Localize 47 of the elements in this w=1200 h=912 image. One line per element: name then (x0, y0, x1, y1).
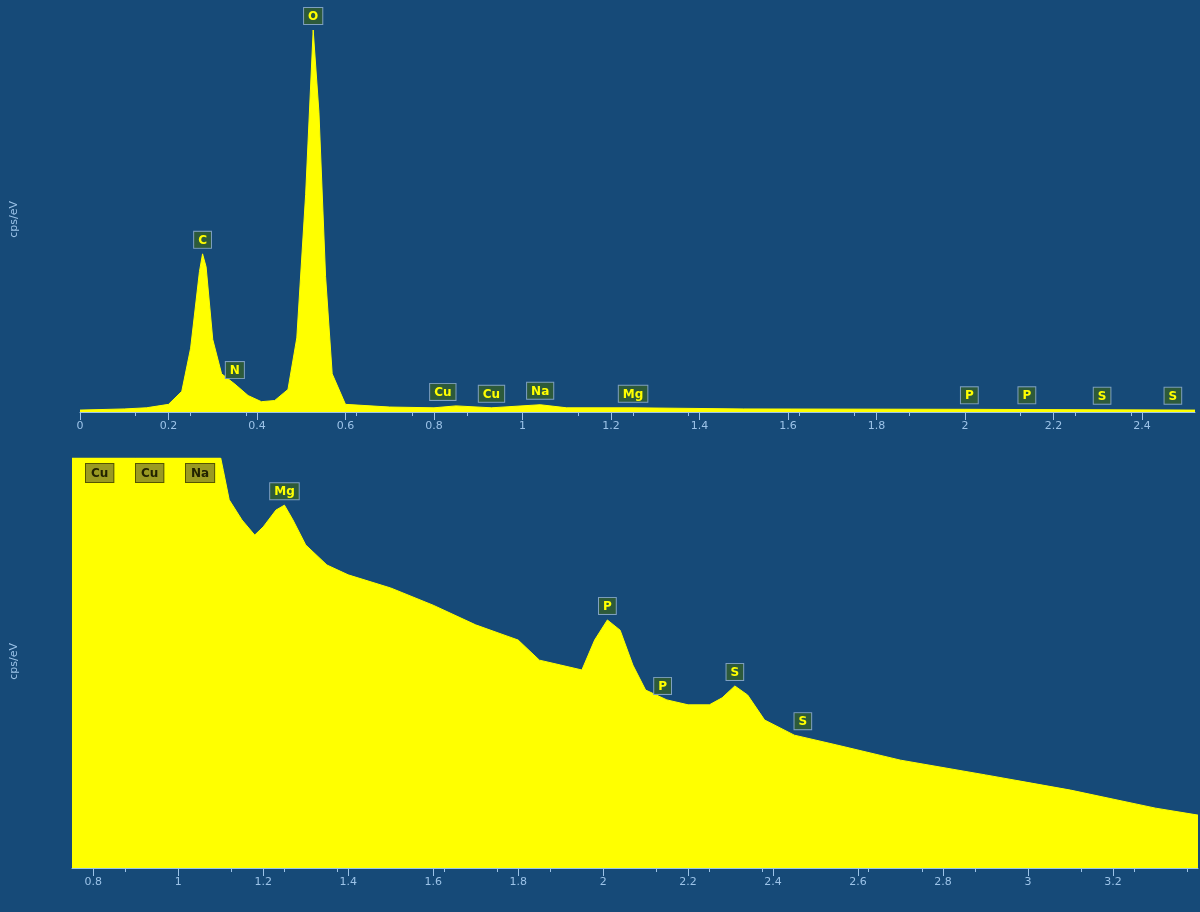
annotation: Na (191, 466, 210, 480)
annotation: P (602, 598, 612, 613)
x-tick-label: 2.6 (849, 875, 867, 888)
x-tick-label: 0.6 (336, 419, 355, 432)
x-tick-label: 1.4 (690, 419, 709, 432)
x-tick-label: 2.2 (679, 875, 697, 888)
x-tick-label: 1.2 (254, 875, 272, 888)
x-tick-label: 2.8 (934, 875, 952, 888)
x-tick-label: 1 (174, 875, 182, 888)
annotation: C (198, 232, 208, 247)
annotation: S (1168, 388, 1178, 403)
x-tick-label: 1.4 (339, 875, 357, 888)
x-tick-label: 1.2 (602, 419, 620, 432)
x-tick-label: 2 (961, 419, 969, 432)
annotation: Cu (434, 384, 452, 399)
x-tick-label: 1.8 (867, 419, 886, 432)
annotation: Mg (274, 484, 295, 499)
x-tick-label: 1.6 (779, 419, 797, 432)
annotation: P (1022, 388, 1032, 403)
annotation: Mg (622, 386, 644, 401)
x-tick-label: 0.2 (159, 419, 178, 432)
annotation: O (308, 9, 319, 23)
x-tick-label: 2.4 (1133, 419, 1151, 432)
x-tick-label: 0 (76, 419, 84, 432)
annotation: Cu (91, 466, 109, 480)
annotation: Na (531, 383, 550, 398)
annotation: N (229, 363, 240, 378)
annotation: Cu (141, 466, 159, 480)
annotation: P (658, 678, 668, 693)
x-tick-label: 3.2 (1104, 875, 1122, 888)
annotation: S (1097, 388, 1107, 403)
annotation: S (730, 664, 740, 679)
x-tick-label: 1.6 (424, 875, 442, 888)
annotation: P (964, 388, 974, 403)
annotation: S (798, 714, 808, 729)
x-tick-label: 2.2 (1044, 419, 1063, 432)
x-tick-label: 1 (518, 419, 526, 432)
x-tick-label: 0.8 (84, 875, 102, 888)
x-tick-label: 2 (599, 875, 607, 888)
x-tick-label: 2.4 (764, 875, 782, 888)
x-tick-label: 1.8 (509, 875, 527, 888)
annotation: Cu (482, 386, 501, 401)
x-tick-label: 0.4 (248, 419, 266, 432)
x-tick-label: 3 (1024, 875, 1032, 888)
x-tick-label: 0.8 (425, 419, 443, 432)
y-axis-title: cps/eV (7, 642, 20, 680)
y-axis-title: cps/eV (7, 200, 20, 238)
